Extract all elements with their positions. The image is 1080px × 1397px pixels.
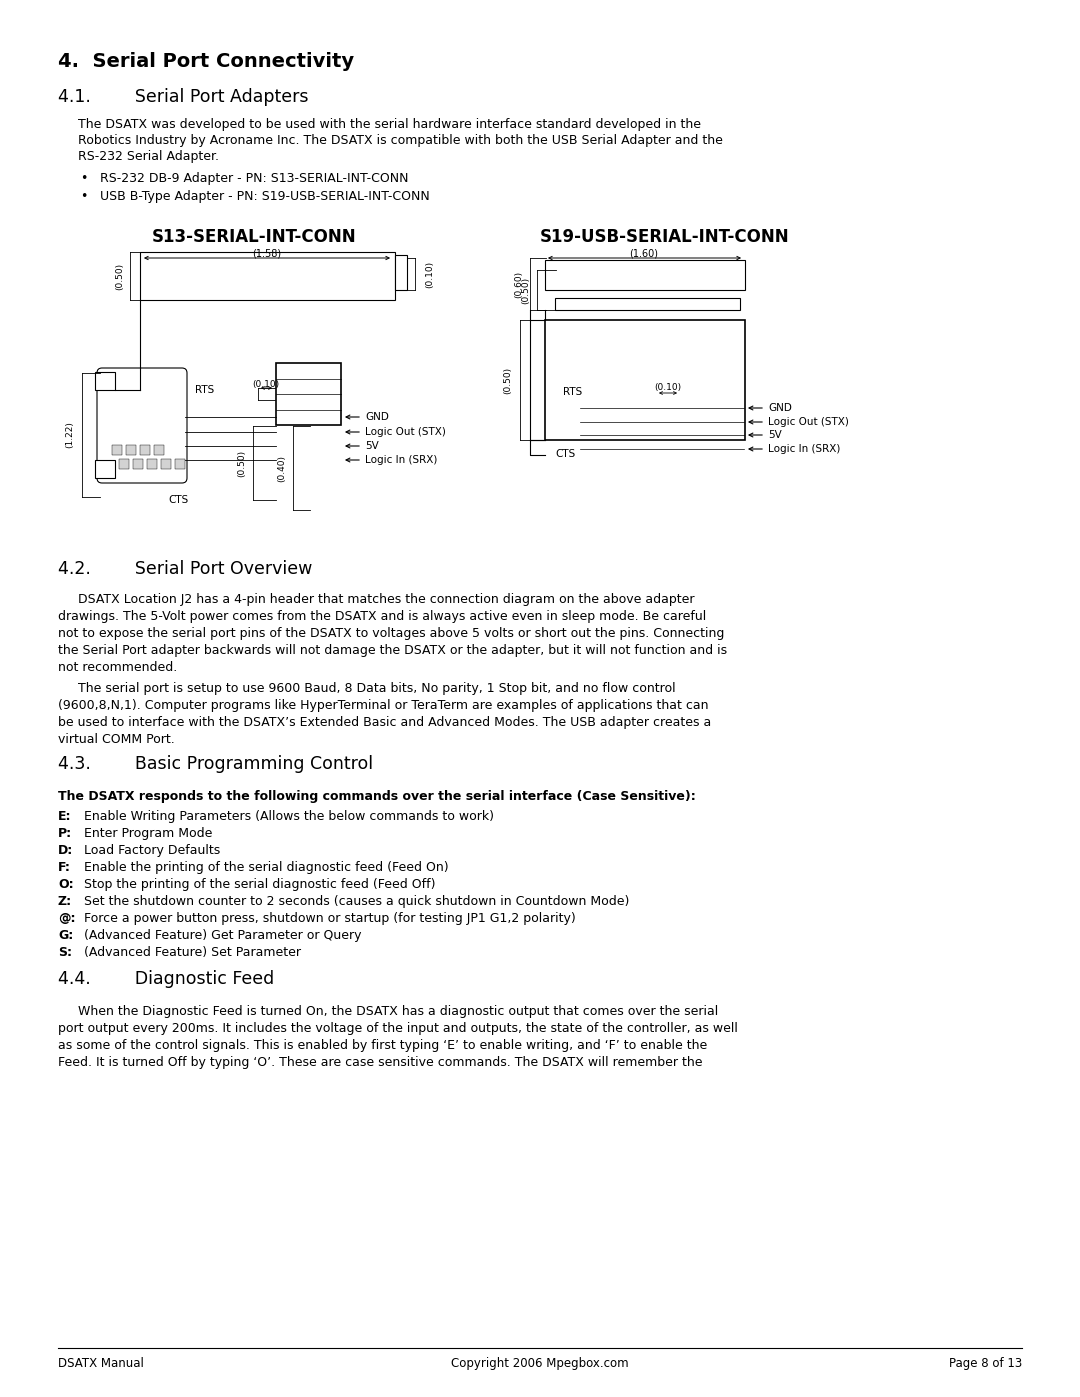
Text: Logic In (SRX): Logic In (SRX) xyxy=(365,455,437,465)
Text: Z:: Z: xyxy=(58,895,72,908)
Bar xyxy=(95,372,114,390)
Bar xyxy=(147,460,157,469)
Text: S:: S: xyxy=(58,946,72,958)
Text: O:: O: xyxy=(58,877,73,891)
Text: The DSATX was developed to be used with the serial hardware interface standard d: The DSATX was developed to be used with … xyxy=(58,117,701,131)
Bar xyxy=(95,460,114,478)
FancyBboxPatch shape xyxy=(97,367,187,483)
Text: Copyright 2006 Mpegbox.com: Copyright 2006 Mpegbox.com xyxy=(451,1356,629,1370)
Text: (9600,8,N,1). Computer programs like HyperTerminal or TeraTerm are examples of a: (9600,8,N,1). Computer programs like Hyp… xyxy=(58,698,708,712)
Text: E:: E: xyxy=(58,810,71,823)
Text: S19-USB-SERIAL-INT-CONN: S19-USB-SERIAL-INT-CONN xyxy=(540,228,789,246)
Text: RTS: RTS xyxy=(563,387,582,397)
Text: (0.10): (0.10) xyxy=(654,383,681,393)
Text: DSATX Manual: DSATX Manual xyxy=(58,1356,144,1370)
Text: (1.58): (1.58) xyxy=(253,249,282,258)
Text: 4.  Serial Port Connectivity: 4. Serial Port Connectivity xyxy=(58,52,354,71)
Text: Page 8 of 13: Page 8 of 13 xyxy=(948,1356,1022,1370)
Text: 5V: 5V xyxy=(365,441,379,451)
Bar xyxy=(112,446,122,455)
Text: CTS: CTS xyxy=(168,495,188,504)
Text: RS-232 Serial Adapter.: RS-232 Serial Adapter. xyxy=(58,149,219,163)
Text: Load Factory Defaults: Load Factory Defaults xyxy=(80,844,220,856)
Text: D:: D: xyxy=(58,844,73,856)
Bar xyxy=(154,446,164,455)
Text: (0.10): (0.10) xyxy=(253,380,280,388)
Text: (0.40): (0.40) xyxy=(278,454,286,482)
Bar xyxy=(175,460,185,469)
Text: •: • xyxy=(80,190,87,203)
Text: Logic Out (STX): Logic Out (STX) xyxy=(768,416,849,427)
Text: 4.1.        Serial Port Adapters: 4.1. Serial Port Adapters xyxy=(58,88,309,106)
Text: port output every 200ms. It includes the voltage of the input and outputs, the s: port output every 200ms. It includes the… xyxy=(58,1023,738,1035)
Bar xyxy=(126,446,136,455)
Text: Feed. It is turned Off by typing ‘O’. These are case sensitive commands. The DSA: Feed. It is turned Off by typing ‘O’. Th… xyxy=(58,1056,702,1069)
Text: drawings. The 5-Volt power comes from the DSATX and is always active even in sle: drawings. The 5-Volt power comes from th… xyxy=(58,610,706,623)
Text: Force a power button press, shutdown or startup (for testing JP1 G1,2 polarity): Force a power button press, shutdown or … xyxy=(80,912,576,925)
Text: Robotics Industry by Acroname Inc. The DSATX is compatible with both the USB Ser: Robotics Industry by Acroname Inc. The D… xyxy=(58,134,723,147)
Text: (1.60): (1.60) xyxy=(630,249,659,258)
Bar xyxy=(133,460,143,469)
Text: CTS: CTS xyxy=(555,448,576,460)
Text: Stop the printing of the serial diagnostic feed (Feed Off): Stop the printing of the serial diagnost… xyxy=(80,877,435,891)
Bar xyxy=(395,256,407,291)
Text: Enable Writing Parameters (Allows the below commands to work): Enable Writing Parameters (Allows the be… xyxy=(80,810,494,823)
Bar xyxy=(161,460,171,469)
Text: The DSATX responds to the following commands over the serial interface (Case Sen: The DSATX responds to the following comm… xyxy=(58,789,696,803)
Text: virtual COMM Port.: virtual COMM Port. xyxy=(58,733,175,746)
Text: (1.22): (1.22) xyxy=(66,422,75,448)
Text: GND: GND xyxy=(365,412,389,422)
Bar xyxy=(545,320,745,440)
Text: DSATX Location J2 has a 4-pin header that matches the connection diagram on the : DSATX Location J2 has a 4-pin header tha… xyxy=(58,592,694,606)
Text: (Advanced Feature) Set Parameter: (Advanced Feature) Set Parameter xyxy=(80,946,301,958)
Text: Logic In (SRX): Logic In (SRX) xyxy=(768,444,840,454)
Text: Logic Out (STX): Logic Out (STX) xyxy=(365,427,446,437)
Text: be used to interface with the DSATX’s Extended Basic and Advanced Modes. The USB: be used to interface with the DSATX’s Ex… xyxy=(58,717,712,729)
Text: 4.3.        Basic Programming Control: 4.3. Basic Programming Control xyxy=(58,754,373,773)
Text: •: • xyxy=(80,172,87,184)
Bar xyxy=(276,363,341,425)
Text: @:: @: xyxy=(58,912,76,925)
Text: not recommended.: not recommended. xyxy=(58,661,177,673)
Text: (0.10): (0.10) xyxy=(426,260,434,288)
Text: S13-SERIAL-INT-CONN: S13-SERIAL-INT-CONN xyxy=(152,228,356,246)
Text: P:: P: xyxy=(58,827,72,840)
Bar xyxy=(140,446,150,455)
Bar xyxy=(555,298,740,310)
Text: G:: G: xyxy=(58,929,73,942)
Text: (0.50): (0.50) xyxy=(116,263,124,289)
Text: (0.60): (0.60) xyxy=(514,271,524,298)
Text: (0.50): (0.50) xyxy=(238,450,246,476)
Bar xyxy=(545,260,745,291)
Text: 4.4.        Diagnostic Feed: 4.4. Diagnostic Feed xyxy=(58,970,274,988)
Text: Set the shutdown counter to 2 seconds (causes a quick shutdown in Countdown Mode: Set the shutdown counter to 2 seconds (c… xyxy=(80,895,630,908)
Text: 4.2.        Serial Port Overview: 4.2. Serial Port Overview xyxy=(58,560,312,578)
Text: the Serial Port adapter backwards will not damage the DSATX or the adapter, but : the Serial Port adapter backwards will n… xyxy=(58,644,727,657)
Text: RS-232 DB-9 Adapter - PN: S13-SERIAL-INT-CONN: RS-232 DB-9 Adapter - PN: S13-SERIAL-INT… xyxy=(100,172,408,184)
Text: as some of the control signals. This is enabled by first typing ‘E’ to enable wr: as some of the control signals. This is … xyxy=(58,1039,707,1052)
Text: (0.50): (0.50) xyxy=(503,366,513,394)
Text: Enter Program Mode: Enter Program Mode xyxy=(80,827,213,840)
Text: GND: GND xyxy=(768,402,792,414)
Bar xyxy=(140,251,395,300)
Text: Enable the printing of the serial diagnostic feed (Feed On): Enable the printing of the serial diagno… xyxy=(80,861,448,875)
Text: (0.50): (0.50) xyxy=(522,277,530,303)
Bar xyxy=(119,460,129,469)
Text: RTS: RTS xyxy=(195,386,214,395)
Text: not to expose the serial port pins of the DSATX to voltages above 5 volts or sho: not to expose the serial port pins of th… xyxy=(58,627,725,640)
Text: (Advanced Feature) Get Parameter or Query: (Advanced Feature) Get Parameter or Quer… xyxy=(80,929,362,942)
Text: 5V: 5V xyxy=(768,430,782,440)
Text: USB B-Type Adapter - PN: S19-USB-SERIAL-INT-CONN: USB B-Type Adapter - PN: S19-USB-SERIAL-… xyxy=(100,190,430,203)
Text: F:: F: xyxy=(58,861,71,875)
Text: When the Diagnostic Feed is turned On, the DSATX has a diagnostic output that co: When the Diagnostic Feed is turned On, t… xyxy=(58,1004,718,1018)
Text: The serial port is setup to use 9600 Baud, 8 Data bits, No parity, 1 Stop bit, a: The serial port is setup to use 9600 Bau… xyxy=(58,682,676,694)
